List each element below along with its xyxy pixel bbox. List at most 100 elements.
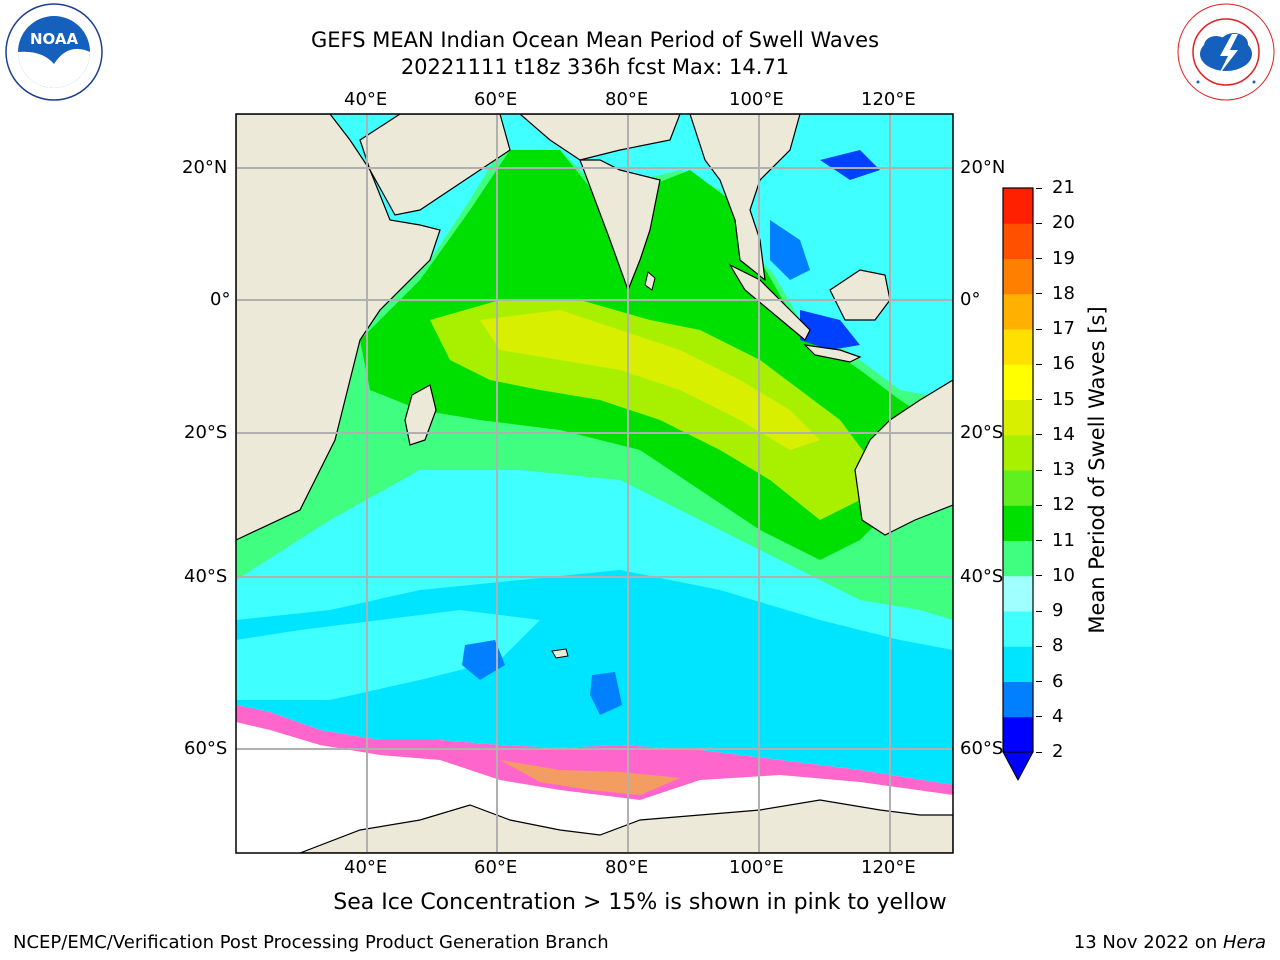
colorbar-segment bbox=[1003, 258, 1033, 295]
colorbar-segment bbox=[1003, 434, 1033, 471]
antarctica-landmass bbox=[299, 799, 953, 853]
footer-date-text: 13 Nov 2022 on bbox=[1073, 932, 1223, 953]
noaa-logo: NOAA bbox=[5, 3, 103, 101]
madagascar-landmass bbox=[404, 384, 437, 446]
colorbar-tick-label: 8 bbox=[1052, 635, 1064, 657]
colorbar-tick-mark bbox=[1036, 363, 1042, 365]
map-area bbox=[236, 114, 953, 853]
colorbar-tick-label: 11 bbox=[1052, 529, 1075, 551]
chart-subtitle: 20221111 t18z 336h fcst Max: 14.71 bbox=[400, 55, 790, 79]
chart-title: GEFS MEAN Indian Ocean Mean Period of Sw… bbox=[310, 28, 880, 52]
colorbar-tick-label: 19 bbox=[1052, 247, 1075, 269]
colorbar-tick-mark bbox=[1036, 293, 1042, 295]
colorbar-tick-label: 4 bbox=[1052, 705, 1064, 727]
low-swell-patch-4 bbox=[462, 640, 505, 680]
lat-label-right-0: 0° bbox=[960, 289, 981, 310]
swell-8-patch bbox=[236, 610, 540, 700]
colorbar-tick-label: 6 bbox=[1052, 670, 1064, 692]
australia-landmass bbox=[854, 379, 953, 536]
colorbar-tick-label: 16 bbox=[1052, 353, 1075, 375]
low-swell-patch-5 bbox=[590, 672, 622, 715]
sri-lanka-landmass bbox=[644, 271, 656, 291]
lat-label-right-40s: 40°S bbox=[960, 566, 1004, 587]
colorbar-tick-mark bbox=[1036, 187, 1042, 189]
colorbar-tick-mark bbox=[1036, 222, 1042, 224]
south-china-sea bbox=[760, 120, 953, 390]
sea-ice-caption: Sea Ice Concentration > 15% is shown in … bbox=[333, 890, 947, 915]
colorbar-segment bbox=[1003, 329, 1033, 365]
map-frame bbox=[235, 113, 954, 854]
colorbar-segment bbox=[1003, 716, 1033, 753]
low-swell-patch-2 bbox=[800, 310, 860, 350]
colorbar-tick-mark bbox=[1036, 716, 1042, 718]
colorbar-segment bbox=[1003, 540, 1033, 577]
lat-label-left-20s: 20°S bbox=[184, 422, 228, 443]
lat-label-right-60s: 60°S bbox=[960, 738, 1004, 759]
lon-label-top-80e: 80°E bbox=[605, 89, 649, 110]
colorbar-tick-mark bbox=[1036, 575, 1042, 577]
lon-label-top-100e: 100°E bbox=[729, 89, 784, 110]
colorbar-frame bbox=[1002, 187, 1034, 753]
sea-ice-edge-zone bbox=[500, 760, 680, 795]
colorbar-tick-label: 13 bbox=[1052, 459, 1075, 480]
colorbar-tick-mark bbox=[1036, 540, 1042, 541]
indochina-landmass bbox=[689, 114, 801, 282]
colorbar-tick-label: 20 bbox=[1052, 212, 1075, 234]
colorbar-tick-mark bbox=[1036, 328, 1042, 330]
lon-label-bottom-120e: 120°E bbox=[861, 857, 916, 878]
india-landmass bbox=[579, 159, 661, 292]
colorbar-segments bbox=[1003, 188, 1033, 753]
colorbar-tick-label: 10 bbox=[1052, 564, 1075, 586]
colorbar-segment bbox=[1003, 575, 1033, 612]
nws-logo bbox=[1177, 3, 1275, 101]
footer-date: 13 Nov 2022 on Hera bbox=[1074, 932, 1266, 953]
colorbar-segment bbox=[1003, 681, 1033, 718]
map-gridlines bbox=[236, 114, 953, 853]
lon-label-top-60e: 60°E bbox=[474, 89, 518, 110]
lat-label-left-60s: 60°S bbox=[184, 738, 228, 759]
noaa-logo-text: NOAA bbox=[30, 30, 79, 48]
colorbar-tick-mark bbox=[1036, 399, 1042, 400]
colorbar-segment bbox=[1003, 505, 1033, 541]
colorbar-tick-mark bbox=[1036, 610, 1042, 612]
colorbar-tick-mark bbox=[1036, 645, 1042, 647]
sea-ice-zone bbox=[236, 705, 953, 800]
arabia-landmass bbox=[359, 114, 511, 216]
lon-label-bottom-60e: 60°E bbox=[474, 857, 518, 878]
colorbar-extend-arrow bbox=[1002, 751, 1034, 782]
colorbar-tick-label: 9 bbox=[1052, 600, 1064, 621]
colorbar-segment bbox=[1003, 611, 1033, 647]
low-swell-patch-1 bbox=[770, 220, 810, 280]
lon-label-bottom-100e: 100°E bbox=[729, 857, 784, 878]
colorbar-tick-label: 2 bbox=[1052, 741, 1064, 762]
colorbar-tick-mark bbox=[1036, 751, 1042, 753]
colorbar-tick-mark bbox=[1036, 681, 1042, 682]
lat-label-left-20n: 20°N bbox=[182, 157, 228, 178]
lon-label-top-120e: 120°E bbox=[861, 89, 916, 110]
kerguelen-island bbox=[551, 648, 569, 659]
java-landmass bbox=[803, 344, 862, 363]
colorbar-tick-label: 17 bbox=[1052, 318, 1075, 339]
colorbar-tick-mark bbox=[1036, 469, 1042, 471]
low-swell-patch-3 bbox=[820, 150, 880, 180]
colorbar-tick-mark bbox=[1036, 258, 1042, 259]
lat-label-left-40s: 40°S bbox=[184, 566, 228, 587]
footer-credit: NCEP/EMC/Verification Post Processing Pr… bbox=[13, 932, 609, 953]
colorbar-segment bbox=[1003, 470, 1033, 506]
colorbar-segment bbox=[1003, 399, 1033, 436]
colorbar-segment bbox=[1003, 293, 1033, 330]
colorbar-tick-label: 15 bbox=[1052, 388, 1075, 410]
colorbar-tick-mark bbox=[1036, 504, 1042, 506]
colorbar-segment bbox=[1003, 646, 1033, 682]
colorbar bbox=[1002, 187, 1034, 782]
lon-label-bottom-80e: 80°E bbox=[605, 857, 649, 878]
colorbar-tick-label: 14 bbox=[1052, 423, 1075, 445]
colorbar-tick-label: 12 bbox=[1052, 494, 1075, 516]
sumatra-landmass bbox=[728, 263, 811, 341]
colorbar-tick-label: 18 bbox=[1052, 282, 1075, 304]
lon-label-top-40e: 40°E bbox=[344, 89, 388, 110]
colorbar-segment bbox=[1003, 188, 1033, 224]
colorbar-tick-label: 21 bbox=[1052, 177, 1075, 198]
swell-13-14-zone bbox=[480, 310, 820, 450]
